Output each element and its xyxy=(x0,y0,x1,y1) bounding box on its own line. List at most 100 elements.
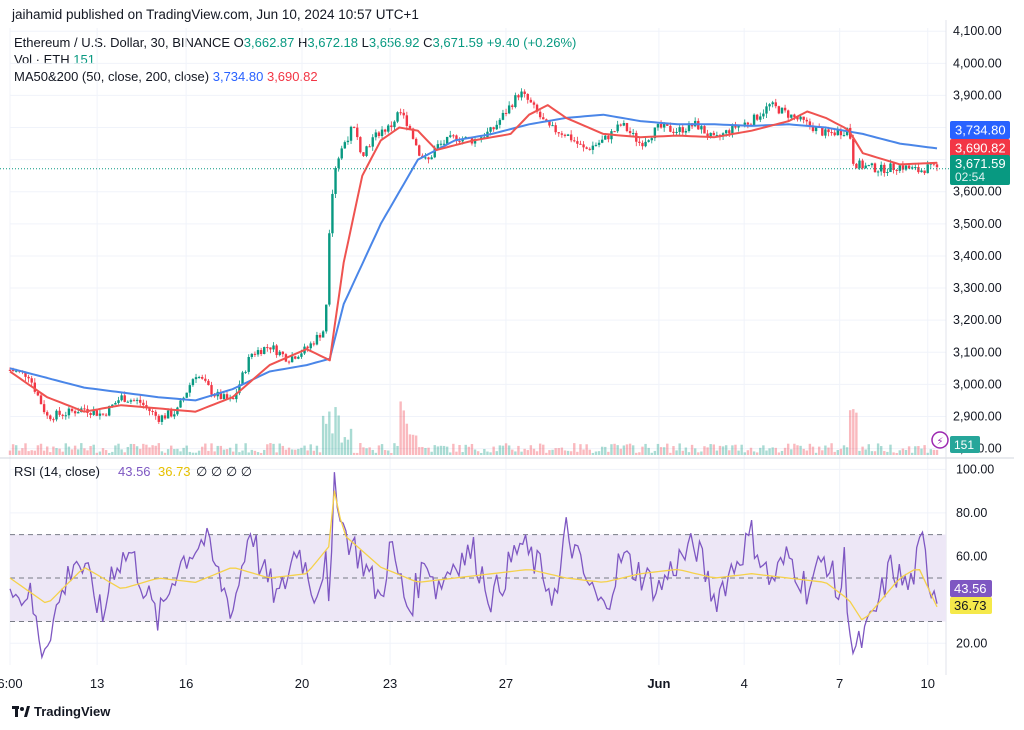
candle-body xyxy=(706,133,709,137)
ma200-line xyxy=(9,113,938,402)
volume-bar xyxy=(876,443,880,455)
volume-bar xyxy=(455,451,458,455)
candle-body xyxy=(8,369,12,371)
volume-bar xyxy=(697,452,700,455)
close-label: C xyxy=(423,35,433,50)
volume-bar xyxy=(932,449,936,455)
candle-body xyxy=(396,112,399,122)
time-tick-label: Jun xyxy=(647,676,670,691)
candle-body xyxy=(30,378,33,383)
rsi-tick-label: 60.00 xyxy=(956,549,987,563)
candle-body xyxy=(256,350,260,355)
volume-bar xyxy=(55,448,58,455)
volume-bar xyxy=(641,446,644,455)
rsi-line xyxy=(9,472,938,660)
candle-body xyxy=(935,164,939,168)
close-value: 3,671.59 xyxy=(432,35,484,50)
candle-body xyxy=(306,346,309,349)
volume-bar xyxy=(811,446,815,455)
volume-bar xyxy=(197,450,201,455)
volume-bar xyxy=(95,452,99,455)
volume-bar xyxy=(86,450,89,455)
volume-bar xyxy=(501,445,505,455)
candle-body xyxy=(352,126,356,128)
volume-bar xyxy=(666,443,669,455)
candle-body xyxy=(185,392,188,398)
candle-body xyxy=(638,141,641,143)
candle-body xyxy=(452,135,455,137)
volume-bar xyxy=(746,450,750,455)
volume-bar xyxy=(749,447,753,455)
volume-bar xyxy=(821,450,824,455)
volume-bar xyxy=(30,450,33,455)
volume-bar xyxy=(83,448,86,455)
candle-body xyxy=(659,124,663,128)
candle-body xyxy=(362,152,365,156)
candle-body xyxy=(458,141,461,143)
time-tick-label: 7 xyxy=(836,676,843,691)
candle-body xyxy=(315,334,319,345)
candle-body xyxy=(582,144,585,148)
volume-bar xyxy=(36,445,40,455)
candle-body xyxy=(703,126,706,134)
volume-bar xyxy=(526,450,529,455)
lightning-icon[interactable] xyxy=(931,431,949,449)
volume-bar xyxy=(42,450,46,455)
candle-body xyxy=(346,140,350,143)
volume-bar xyxy=(576,451,579,455)
candle-body xyxy=(222,394,226,399)
candle-body xyxy=(597,142,601,145)
candle-body xyxy=(514,95,517,108)
volume-bar xyxy=(98,451,102,455)
volume-bar xyxy=(864,449,867,455)
candle-body xyxy=(796,116,799,120)
candle-body xyxy=(27,376,30,379)
tradingview-footer[interactable]: TradingView xyxy=(12,704,110,719)
volume-bar xyxy=(436,446,440,455)
volume-bar xyxy=(734,444,737,455)
candle-body xyxy=(473,139,477,144)
candle-body xyxy=(55,410,58,420)
candle-body xyxy=(755,114,759,120)
time-tick-label: 4 xyxy=(741,676,748,691)
candle-body xyxy=(504,112,508,114)
candle-body xyxy=(520,91,523,98)
volume-badge: ⚡ 151 xyxy=(931,431,980,453)
volume-bar xyxy=(309,444,312,455)
candle-body xyxy=(625,123,629,132)
time-tick-label: 10 xyxy=(920,676,934,691)
candle-body xyxy=(371,137,374,147)
rsi-extra: ∅ ∅ ∅ ∅ xyxy=(196,464,252,479)
volume-bar xyxy=(442,445,446,455)
volume-bar xyxy=(222,449,226,455)
volume-bar xyxy=(300,447,303,455)
candle-body xyxy=(39,395,43,405)
candle-body xyxy=(821,127,824,136)
volume-bar xyxy=(687,452,691,455)
volume-bar xyxy=(414,435,418,455)
change-value: +9.40 (+0.26%) xyxy=(486,35,577,50)
candle-body xyxy=(631,132,635,134)
volume-bar xyxy=(464,444,467,455)
candle-body xyxy=(278,351,281,356)
volume-bar xyxy=(306,450,309,455)
volume-bar xyxy=(452,443,455,455)
volume-bar xyxy=(24,443,27,455)
volume-bar xyxy=(480,452,483,455)
volume-bar xyxy=(709,444,712,455)
volume-bar xyxy=(817,446,821,455)
candle-body xyxy=(861,160,864,169)
volume-bar xyxy=(108,452,111,455)
volume-bar xyxy=(402,410,405,455)
volume-bar xyxy=(647,447,650,455)
volume-bar xyxy=(123,452,126,455)
candle-body xyxy=(343,142,347,149)
volume-bar xyxy=(613,443,616,455)
candle-body xyxy=(129,400,133,402)
candle-body xyxy=(827,129,830,133)
volume-bar xyxy=(517,445,520,455)
volume-bar xyxy=(92,444,95,455)
candle-body xyxy=(259,350,263,354)
volume-bar xyxy=(157,443,161,455)
